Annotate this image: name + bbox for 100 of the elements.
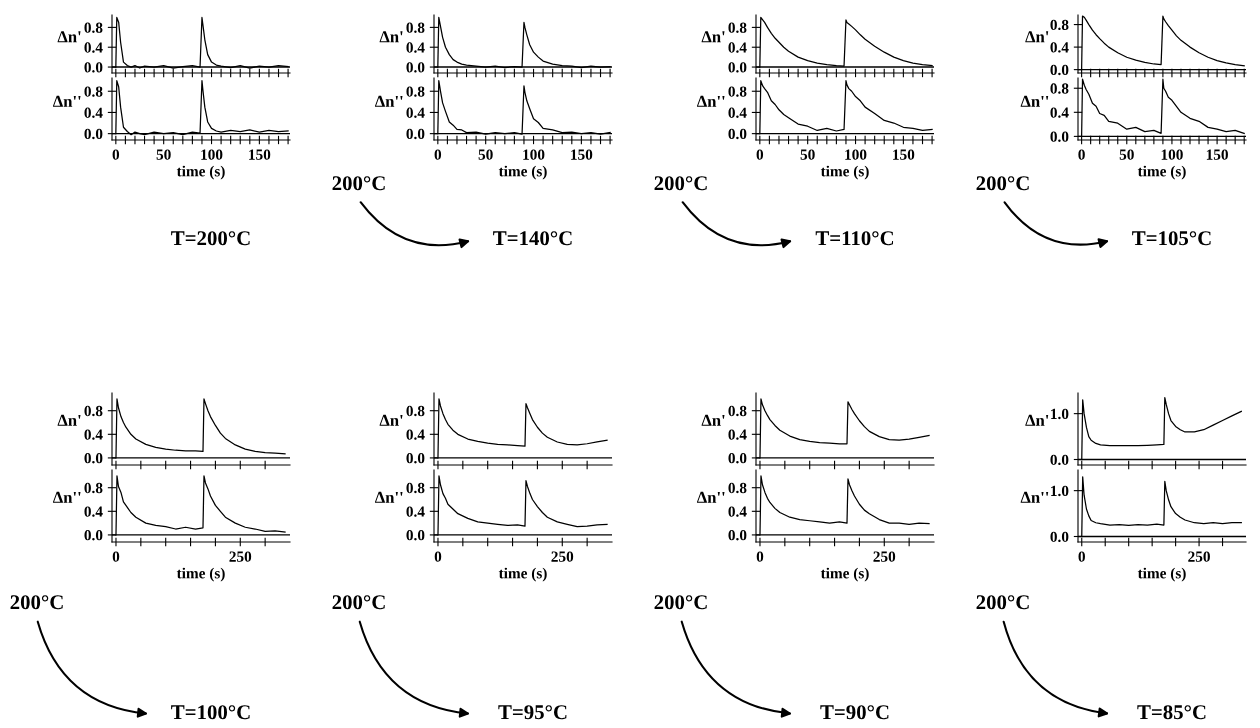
y-tick-label: 0.0 bbox=[1050, 531, 1069, 543]
y-tick-label: 0.4 bbox=[84, 429, 103, 440]
y-tick-label: 0.0 bbox=[84, 62, 103, 73]
y-axis-title: Δn' bbox=[701, 414, 725, 426]
y-tick-label: 0.0 bbox=[406, 453, 425, 464]
y-axis-title: Δn'' bbox=[696, 95, 725, 107]
y-tick-label: 0.8 bbox=[1050, 83, 1069, 94]
text: 200°C bbox=[654, 595, 707, 610]
text: T=95°C bbox=[498, 705, 567, 720]
y-tick-label: 0.4 bbox=[406, 429, 425, 440]
y-axis-title: Δn' bbox=[1025, 31, 1049, 43]
y-tick-label: 0.0 bbox=[84, 530, 103, 541]
text: 200°C bbox=[976, 595, 1029, 610]
x-tick-label: 50 bbox=[1119, 149, 1134, 160]
x-tick-label: 150 bbox=[249, 149, 271, 160]
x-tick-label: 100 bbox=[201, 149, 223, 160]
y-tick-label: 0.0 bbox=[84, 128, 103, 140]
text: 200°C bbox=[10, 595, 63, 610]
x-tick-label: 150 bbox=[1206, 149, 1228, 160]
y-tick-label: 0.8 bbox=[84, 86, 103, 97]
y-tick-label: 0.8 bbox=[406, 22, 425, 33]
y-axis-title: Δn' bbox=[1025, 414, 1049, 426]
y-tick-label: 0.0 bbox=[1050, 454, 1069, 466]
y-tick-label: 0.4 bbox=[84, 42, 103, 53]
y-tick-label: 0.8 bbox=[406, 86, 425, 97]
x-tick-label: 250 bbox=[229, 551, 252, 562]
y-tick-label: 0.4 bbox=[728, 42, 747, 53]
y-tick-label: 0.0 bbox=[728, 62, 747, 73]
x-axis-title: time (s) bbox=[820, 567, 869, 582]
y-tick-label: 0.4 bbox=[406, 506, 425, 517]
text: T=90°C bbox=[820, 705, 889, 720]
text: T=100°C bbox=[171, 705, 250, 720]
x-tick-label: 0 bbox=[434, 149, 442, 160]
x-axis-title: time (s) bbox=[498, 567, 547, 582]
x-axis-title: time (s) bbox=[498, 165, 547, 180]
text: T=110°C bbox=[815, 231, 894, 246]
x-axis-title: time (s) bbox=[1137, 165, 1186, 180]
text: 200°C bbox=[332, 176, 385, 191]
y-tick-label: 0.8 bbox=[1050, 19, 1069, 31]
y-axis-title: Δn'' bbox=[374, 491, 403, 503]
x-tick-label: 0 bbox=[756, 149, 764, 160]
x-tick-label: 100 bbox=[523, 149, 545, 160]
x-tick-label: 0 bbox=[112, 551, 120, 562]
y-tick-label: 0.8 bbox=[728, 482, 747, 494]
y-axis-title: Δn' bbox=[379, 414, 403, 426]
y-axis-title: Δn'' bbox=[374, 95, 403, 107]
y-axis-title: Δn' bbox=[57, 31, 81, 43]
x-tick-label: 150 bbox=[571, 149, 593, 160]
y-tick-label: 0.4 bbox=[84, 506, 103, 517]
x-tick-label: 0 bbox=[434, 551, 442, 562]
x-tick-label: 50 bbox=[800, 149, 815, 160]
y-tick-label: 0.0 bbox=[728, 128, 747, 140]
text: T=105°C bbox=[1132, 231, 1211, 246]
y-axis-title: Δn'' bbox=[696, 491, 725, 503]
text: 200°C bbox=[654, 176, 707, 191]
x-tick-label: 100 bbox=[845, 149, 867, 160]
text: T=140°C bbox=[493, 231, 572, 246]
y-axis-title: Δn'' bbox=[52, 491, 81, 503]
y-axis-title: Δn'' bbox=[52, 95, 81, 107]
y-tick-label: 0.4 bbox=[1050, 107, 1069, 118]
x-axis-title: time (s) bbox=[176, 567, 225, 582]
x-tick-label: 0 bbox=[1078, 551, 1085, 562]
text: T=200°C bbox=[171, 231, 250, 246]
y-tick-label: 0.8 bbox=[406, 405, 425, 417]
x-tick-label: 50 bbox=[156, 149, 171, 160]
x-axis-title: time (s) bbox=[1137, 567, 1186, 582]
y-tick-label: 0.0 bbox=[406, 62, 425, 73]
y-tick-label: 0.8 bbox=[406, 482, 425, 494]
y-tick-label: 0.4 bbox=[406, 107, 425, 118]
x-tick-label: 250 bbox=[551, 551, 574, 562]
x-tick-label: 250 bbox=[1188, 551, 1210, 562]
y-tick-label: 0.4 bbox=[728, 506, 747, 517]
y-tick-label: 0.4 bbox=[728, 429, 747, 440]
y-tick-label: 0.4 bbox=[84, 107, 103, 118]
x-tick-label: 0 bbox=[112, 149, 120, 160]
x-tick-label: 150 bbox=[893, 149, 915, 160]
y-tick-label: 0.8 bbox=[84, 22, 103, 33]
x-tick-label: 0 bbox=[1078, 149, 1085, 160]
y-tick-label: 0.8 bbox=[728, 22, 747, 33]
y-tick-label: 0.0 bbox=[84, 453, 103, 464]
y-tick-label: 0.4 bbox=[1050, 42, 1069, 53]
y-tick-label: 0.8 bbox=[728, 405, 747, 417]
y-tick-label: 0.0 bbox=[1050, 131, 1069, 142]
x-tick-label: 50 bbox=[478, 149, 493, 160]
y-axis-title: Δn' bbox=[701, 31, 725, 43]
x-axis-title: time (s) bbox=[176, 165, 225, 180]
y-axis-title: Δn' bbox=[57, 414, 81, 426]
y-axis-title: Δn'' bbox=[1020, 95, 1049, 107]
y-tick-label: 1.0 bbox=[1051, 408, 1069, 420]
y-tick-label: 0.0 bbox=[406, 530, 425, 541]
y-axis-title: Δn'' bbox=[1020, 491, 1049, 503]
y-tick-label: 0.8 bbox=[728, 86, 747, 97]
text: 200°C bbox=[976, 176, 1029, 191]
y-tick-label: 0.4 bbox=[728, 107, 747, 118]
y-tick-label: 0.8 bbox=[84, 482, 103, 494]
x-axis-title: time (s) bbox=[820, 165, 869, 180]
x-tick-label: 250 bbox=[873, 551, 896, 562]
text: T=85°C bbox=[1137, 705, 1206, 720]
y-tick-label: 0.0 bbox=[728, 453, 747, 464]
y-tick-label: 1.0 bbox=[1051, 485, 1069, 497]
